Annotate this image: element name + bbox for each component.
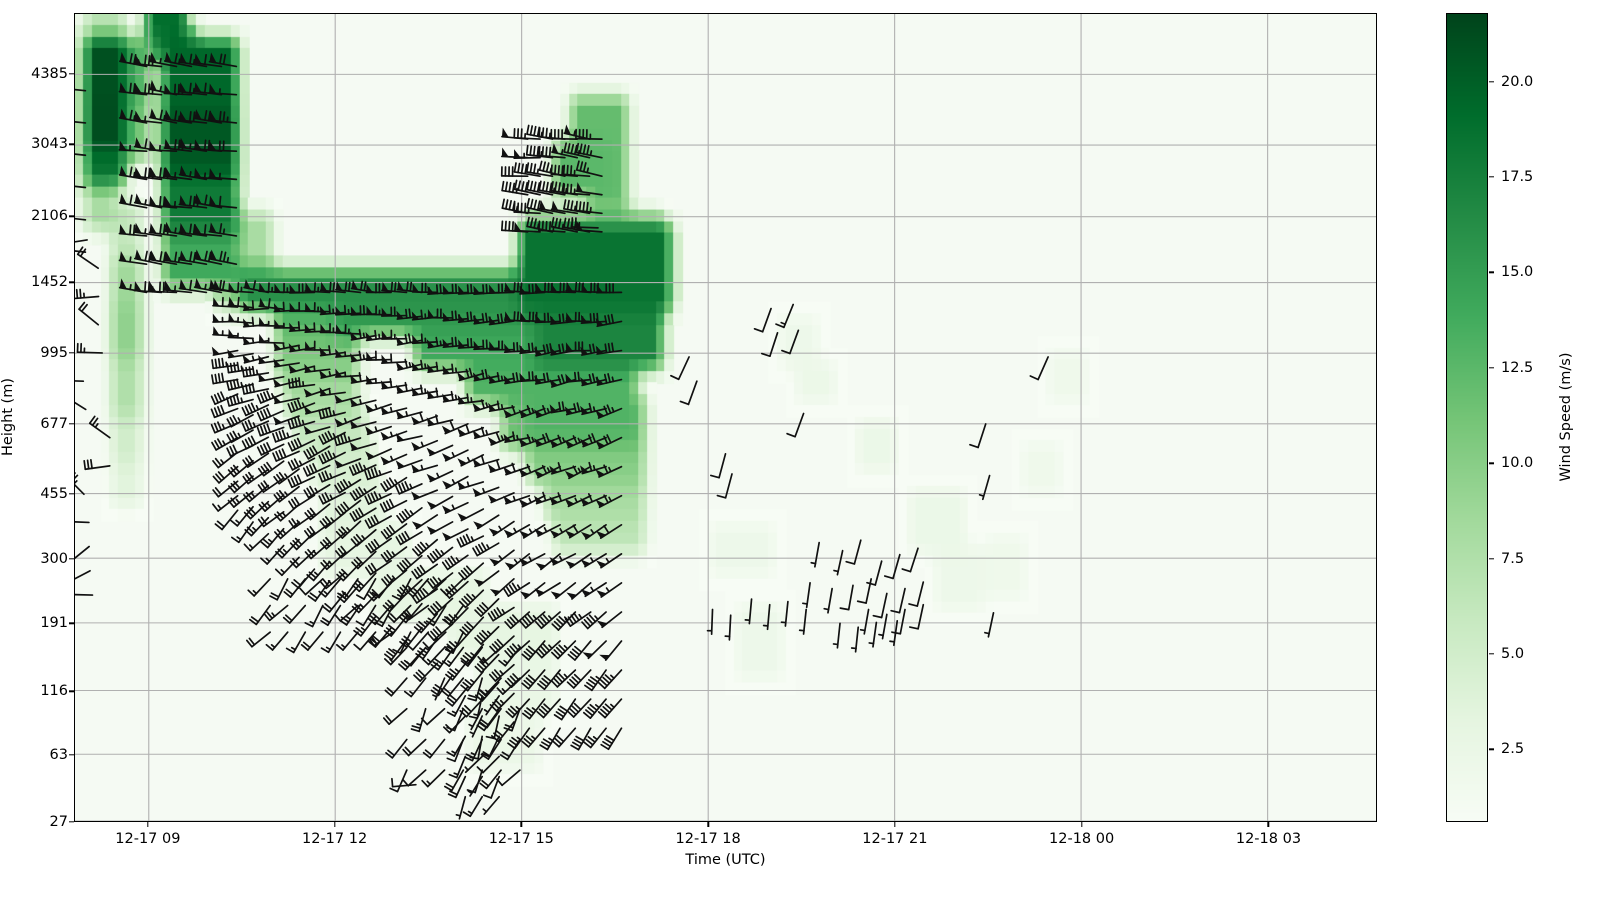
colorbar-tick-mark	[1489, 557, 1494, 560]
y-tick-mark	[69, 281, 74, 283]
colorbar-tick-label: 20.0	[1501, 73, 1534, 90]
y-tick-mark	[69, 215, 74, 217]
y-tick-mark	[69, 72, 74, 75]
y-tick-label: 2106	[31, 208, 68, 225]
colorbar-tick-label: 17.5	[1501, 169, 1534, 186]
y-tick-mark	[69, 754, 74, 756]
y-tick-label: 3043	[31, 136, 68, 153]
colorbar-gradient	[1447, 14, 1487, 821]
x-tick-label: 12-18 00	[1049, 831, 1115, 847]
colorbar-tick-label: 7.5	[1501, 550, 1525, 567]
y-tick-mark	[69, 423, 74, 425]
y-axis-label: Height (m)	[0, 378, 16, 456]
colorbar-tick-mark	[1489, 367, 1494, 369]
y-tick-label: 677	[40, 415, 68, 432]
x-tick-mark	[1267, 822, 1270, 827]
plot-area[interactable]	[74, 13, 1377, 822]
colorbar-tick-label: 5.0	[1501, 646, 1525, 663]
x-tick-label: 12-17 09	[115, 831, 181, 847]
x-tick-mark	[147, 822, 149, 827]
colorbar-tick-label: 2.5	[1501, 741, 1525, 758]
colorbar-tick-mark	[1489, 80, 1494, 83]
colorbar-tick-mark	[1489, 653, 1494, 655]
x-tick-label: 12-18 03	[1235, 831, 1302, 847]
x-axis-label: Time (UTC)	[685, 852, 766, 868]
y-tick-mark	[69, 143, 74, 146]
x-tick-label: 12-17 15	[488, 831, 554, 847]
x-tick-mark	[333, 822, 336, 827]
y-tick-label: 995	[40, 345, 68, 362]
y-tick-mark	[69, 493, 74, 495]
x-tick-label: 12-17 21	[862, 831, 928, 847]
y-tick-mark	[69, 821, 74, 823]
colorbar-label: Wind Speed (m/s)	[1558, 352, 1574, 482]
colorbar	[1446, 13, 1488, 822]
y-tick-mark	[69, 557, 74, 560]
colorbar-tick-mark	[1489, 462, 1494, 464]
colorbar-tick-label: 15.0	[1501, 264, 1534, 281]
x-tick-mark	[894, 822, 896, 827]
x-tick-mark	[707, 822, 709, 827]
y-tick-label: 116	[40, 683, 68, 700]
colorbar-tick-mark	[1489, 748, 1494, 751]
y-tick-label: 27	[49, 814, 68, 830]
x-tick-label: 12-17 18	[675, 831, 741, 847]
x-tick-mark	[1080, 822, 1083, 827]
y-tick-label: 4385	[31, 65, 68, 82]
y-tick-mark	[69, 622, 74, 625]
y-tick-label: 1452	[31, 274, 68, 291]
colorbar-tick-mark	[1489, 176, 1494, 178]
y-tick-mark	[69, 352, 74, 354]
y-tick-mark	[69, 690, 74, 692]
wind-speed-heatmap	[75, 14, 1376, 821]
y-tick-label: 300	[40, 550, 68, 567]
colorbar-tick-label: 12.5	[1501, 359, 1534, 376]
y-tick-label: 63	[49, 747, 68, 764]
colorbar-tick-label: 10.0	[1501, 455, 1534, 472]
y-tick-label: 191	[40, 615, 68, 632]
y-tick-label: 455	[40, 485, 68, 502]
colorbar-tick-mark	[1489, 271, 1494, 274]
wind-barb-overlay	[75, 51, 1049, 820]
x-tick-mark	[520, 822, 523, 827]
x-tick-label: 12-17 12	[301, 831, 368, 847]
